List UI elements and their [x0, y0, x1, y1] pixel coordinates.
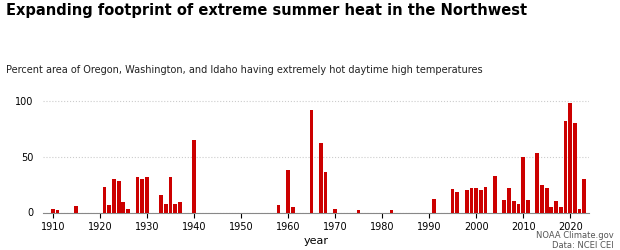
Bar: [277, 205, 280, 212]
Bar: [545, 188, 549, 212]
Bar: [136, 177, 140, 212]
Bar: [569, 103, 572, 212]
Bar: [432, 199, 436, 212]
X-axis label: year: year: [304, 236, 329, 246]
Bar: [479, 190, 483, 212]
Bar: [389, 210, 393, 212]
Bar: [178, 202, 182, 212]
Text: Percent area of Oregon, Washington, and Idaho having extremely hot daytime high : Percent area of Oregon, Washington, and …: [6, 65, 483, 75]
Bar: [112, 179, 116, 212]
Bar: [56, 210, 60, 212]
Bar: [484, 187, 487, 212]
Bar: [291, 207, 294, 212]
Bar: [356, 210, 360, 212]
Bar: [319, 143, 323, 212]
Bar: [103, 187, 107, 212]
Bar: [451, 189, 454, 212]
Bar: [573, 123, 577, 212]
Bar: [74, 206, 78, 212]
Bar: [145, 177, 149, 212]
Bar: [465, 190, 469, 212]
Text: Expanding footprint of extreme summer heat in the Northwest: Expanding footprint of extreme summer he…: [6, 2, 528, 18]
Bar: [549, 207, 553, 212]
Bar: [512, 201, 516, 212]
Text: NOAA Climate.gov: NOAA Climate.gov: [536, 231, 614, 240]
Bar: [159, 194, 163, 212]
Bar: [164, 204, 167, 212]
Bar: [324, 172, 327, 212]
Bar: [51, 209, 55, 212]
Bar: [117, 181, 120, 212]
Bar: [526, 200, 529, 212]
Bar: [521, 156, 525, 212]
Text: Data: NCEI CEI: Data: NCEI CEI: [552, 241, 614, 250]
Bar: [309, 110, 313, 212]
Bar: [140, 179, 144, 212]
Bar: [107, 205, 111, 212]
Bar: [554, 201, 558, 212]
Bar: [192, 140, 196, 212]
Bar: [540, 184, 544, 212]
Bar: [559, 207, 563, 212]
Bar: [564, 121, 567, 212]
Bar: [169, 177, 172, 212]
Bar: [126, 209, 130, 212]
Bar: [333, 209, 337, 212]
Bar: [516, 204, 520, 212]
Bar: [286, 170, 290, 212]
Bar: [474, 188, 478, 212]
Bar: [456, 192, 459, 212]
Bar: [507, 188, 511, 212]
Bar: [173, 204, 177, 212]
Bar: [578, 209, 582, 212]
Bar: [502, 200, 506, 212]
Bar: [122, 202, 125, 212]
Bar: [536, 153, 539, 212]
Bar: [469, 188, 473, 212]
Bar: [582, 179, 586, 212]
Bar: [493, 176, 497, 212]
